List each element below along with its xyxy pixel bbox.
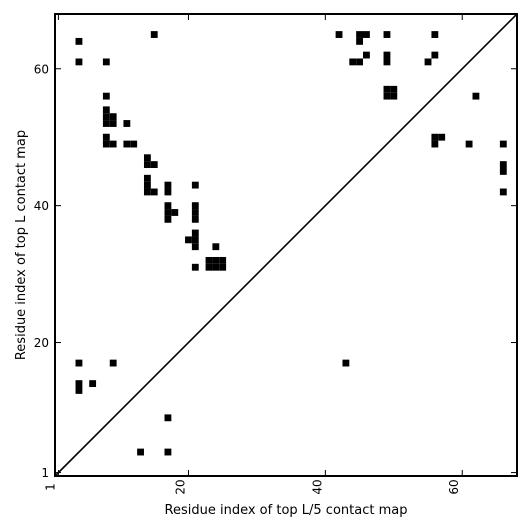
contact-point [109, 140, 117, 148]
contact-point [342, 359, 350, 367]
contact-point [75, 359, 83, 367]
contact-point [356, 31, 363, 38]
contact-point [75, 37, 83, 45]
contact-point [219, 256, 227, 264]
contact-point [356, 37, 363, 45]
contact-point [212, 243, 220, 251]
contact-point [431, 133, 439, 141]
contact-point [75, 387, 83, 394]
contact-point [102, 120, 110, 127]
contact-point [390, 85, 398, 93]
contact-point [356, 58, 363, 66]
contact-point [335, 31, 343, 38]
contact-point [424, 58, 432, 66]
contact-point [109, 120, 117, 127]
contact-point [143, 181, 151, 189]
contact-point [130, 140, 138, 148]
contact-point [212, 263, 220, 271]
contact-point [431, 31, 439, 38]
contact-points [75, 31, 507, 456]
contact-point [499, 168, 507, 175]
contact-point [75, 58, 83, 66]
contact-point [191, 202, 199, 210]
contact-point [472, 92, 480, 100]
contact-point [137, 448, 144, 456]
contact-point [143, 174, 151, 182]
contact-point [171, 209, 179, 216]
contact-point [89, 380, 97, 388]
contact-point [383, 85, 391, 93]
contact-point [205, 263, 213, 271]
contact-point [191, 243, 199, 251]
contact-point [102, 133, 110, 141]
contact-point [212, 256, 220, 264]
contact-point [102, 58, 110, 66]
contact-point [383, 31, 391, 38]
contact-point [109, 113, 117, 121]
contact-point [191, 215, 199, 223]
contact-point [143, 188, 151, 196]
diagonal-line [54, 13, 518, 477]
contact-point [390, 92, 398, 100]
contact-point [438, 133, 446, 141]
plot-frame [54, 13, 518, 477]
contact-point [102, 113, 110, 121]
x-tick-label: 20 [173, 479, 187, 494]
contact-point [383, 51, 391, 59]
contact-point [431, 140, 439, 148]
contact-point [164, 215, 172, 223]
contact-point [363, 51, 370, 59]
y-tick-label: 60 [34, 62, 49, 76]
contact-point [75, 380, 83, 388]
y-tick-label: 40 [34, 199, 49, 213]
contact-point [164, 414, 172, 422]
contact-point [150, 31, 158, 38]
contact-point [431, 51, 439, 59]
contact-point [383, 58, 391, 66]
x-tick-label: 1 [43, 483, 57, 491]
contact-point [102, 92, 110, 100]
contact-point [109, 359, 117, 367]
x-tick-label: 40 [310, 479, 324, 494]
contact-point [363, 31, 370, 38]
contact-point [205, 256, 213, 264]
contact-point [499, 188, 507, 196]
contact-point [191, 181, 199, 189]
y-axis-label: Residue index of top L contact map [14, 130, 29, 360]
contact-point [150, 188, 158, 196]
contact-point [499, 161, 507, 168]
contact-point [185, 236, 192, 244]
contact-point [164, 448, 172, 456]
y-tick-label: 20 [34, 336, 49, 350]
x-axis-label: Residue index of top L/5 contact map [165, 503, 408, 518]
contact-point [164, 202, 172, 210]
contact-point [143, 154, 151, 162]
contact-point [219, 263, 227, 271]
contact-point [499, 140, 507, 148]
contact-point [191, 263, 199, 271]
y-tick-label: 1 [41, 466, 49, 480]
contact-point [123, 120, 131, 127]
contact-point [191, 209, 199, 216]
contact-point [164, 188, 172, 196]
contact-point [123, 140, 131, 148]
contact-point [164, 181, 172, 189]
contact-point [465, 140, 473, 148]
contact-point [102, 106, 110, 114]
axis-ticks: 1 20 40 60 1 20 40 60 [34, 14, 517, 495]
contact-point [349, 58, 357, 66]
contact-point [143, 161, 151, 168]
contact-point [150, 161, 158, 168]
x-tick-label: 60 [447, 479, 461, 494]
contact-point [102, 140, 110, 148]
contact-point [164, 209, 172, 216]
contact-point [383, 92, 391, 100]
contact-point [191, 229, 199, 237]
contact-point [191, 236, 199, 244]
